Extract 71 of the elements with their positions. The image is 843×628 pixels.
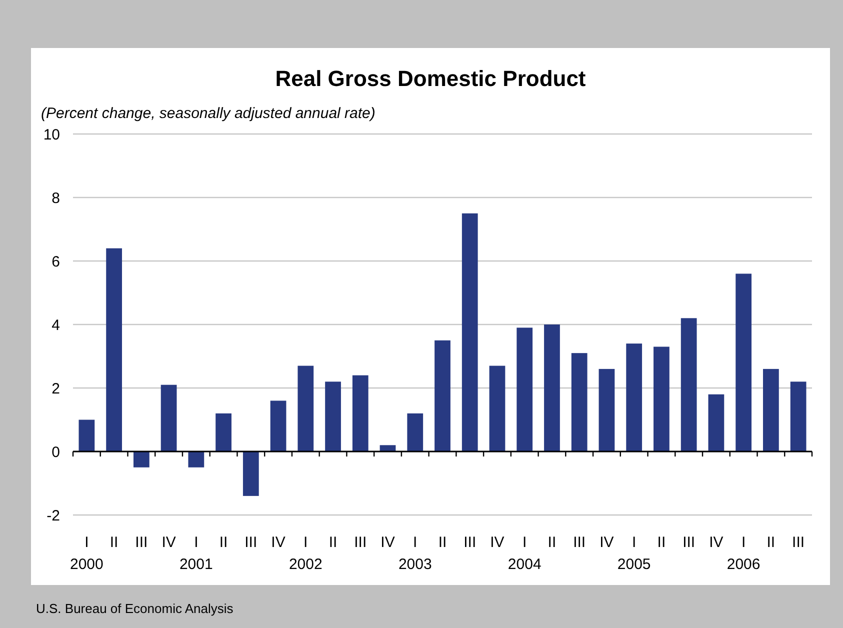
bar [78, 420, 95, 452]
x-tick-label: I [304, 534, 308, 551]
bar [380, 445, 396, 452]
text: 2003 [398, 556, 432, 573]
bar [708, 394, 724, 452]
x-tick-label: III [354, 534, 367, 551]
x-tick-label: I [413, 534, 418, 551]
bar [626, 344, 642, 452]
x-tick-label: III [573, 534, 586, 551]
bar [654, 346, 670, 452]
bar [763, 368, 779, 452]
x-tick-label: III [464, 534, 476, 551]
bar [160, 384, 177, 452]
bar [325, 382, 341, 452]
x-tick-label: IV [380, 534, 395, 551]
bar [680, 318, 697, 452]
x-tick-label: II [438, 534, 447, 551]
x-tick-label: II [657, 534, 666, 551]
bar [434, 340, 450, 452]
x-tick-label: I [194, 534, 198, 551]
text: 2004 [508, 556, 542, 573]
x-tick-label: II [766, 534, 776, 551]
bar [298, 366, 314, 452]
bar [598, 368, 615, 452]
x-tick-label: I [632, 534, 636, 551]
x-tick-label: IV [162, 534, 176, 551]
bar [270, 400, 286, 452]
bar [216, 413, 232, 452]
bar [736, 274, 752, 452]
y-tick-label: 10 [43, 126, 60, 144]
bar [407, 413, 424, 452]
x-tick-label: III [682, 534, 696, 551]
x-tick-label: IV [600, 534, 614, 551]
x-tick-label: I [522, 534, 527, 551]
y-tick-label: 2 [52, 380, 60, 398]
bar [352, 375, 368, 452]
y-tick-label: 0 [52, 444, 60, 461]
x-tick-label: IV [490, 534, 504, 551]
x-tick-label: I [84, 534, 89, 551]
bar [106, 248, 122, 452]
text: 2001 [179, 556, 213, 573]
y-tick-label: 8 [52, 190, 60, 207]
text: 2000 [70, 556, 104, 573]
chart-subtitle: (Percent change, seasonally adjusted annual rate) [41, 105, 376, 122]
x-tick-label: II [328, 534, 338, 551]
x-tick-label: III [792, 534, 805, 551]
y-tick-label: 6 [52, 253, 60, 270]
bar [489, 366, 506, 452]
bar [462, 213, 478, 452]
x-tick-label: III [244, 534, 258, 551]
text: 2005 [617, 556, 651, 573]
x-tick-label: II [548, 534, 556, 551]
text: 2006 [726, 556, 760, 573]
text: 2002 [288, 556, 322, 573]
bar [544, 324, 560, 452]
bar [188, 452, 204, 468]
bar [790, 382, 806, 452]
bar [133, 452, 150, 468]
x-tick-label: I [741, 534, 746, 551]
x-tick-label: IV [271, 534, 286, 551]
x-tick-label: IV [709, 534, 724, 551]
bar [242, 452, 259, 496]
x-tick-label: III [135, 534, 148, 551]
y-tick-label: 4 [52, 316, 60, 334]
x-tick-label: II [219, 534, 228, 551]
y-tick-label: -2 [46, 507, 60, 524]
bar [571, 353, 588, 452]
chart-title: Real Gross Domestic Product [275, 66, 586, 91]
bar [516, 328, 533, 452]
x-tick-label: II [110, 534, 118, 551]
text: U.S. Bureau of Economic Analysis [36, 601, 234, 616]
